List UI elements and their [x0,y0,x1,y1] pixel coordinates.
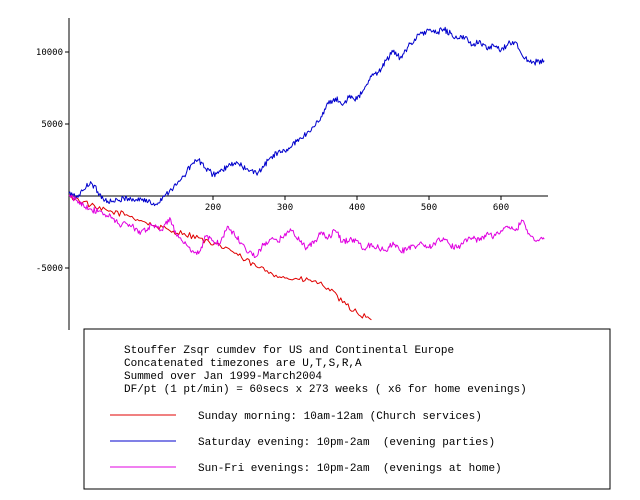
series-line-saturday-evening [68,26,545,207]
series-line-sunday-morning [68,194,372,321]
x-tick-label: 200 [205,203,221,213]
series-line-home-evenings [68,194,545,258]
legend-label-sunday-morning: Sunday morning: 10am-12am (Church servic… [198,411,482,423]
x-tick-label: 300 [277,203,293,213]
legend-header-line-2: Concatenated timezones are U,T,S,R,A [124,358,362,370]
x-tick-group: 200 300 400 500 600 [205,196,509,213]
legend-header-line-3: Summed over Jan 1999-March2004 [124,371,322,383]
x-tick-label: 600 [493,203,509,213]
legend-label-saturday-evening: Saturday evening: 10pm-2am (evening part… [198,437,495,449]
legend-header-line-4: DF/pt (1 pt/min) = 60secs x 273 weeks ( … [124,384,527,396]
y-tick-label: -5000 [36,264,63,274]
legend-header-line-1: Stouffer Zsqr cumdev for US and Continen… [124,345,454,357]
y-tick-label: 10000 [36,48,63,58]
series-layer [68,26,545,321]
legend: Stouffer Zsqr cumdev for US and Continen… [83,328,611,490]
x-tick-label: 400 [349,203,365,213]
y-tick-label: 5000 [41,120,63,130]
chart-axes: 200 300 400 500 600 10000 5000 -5000 [36,18,548,330]
legend-label-home-evenings: Sun-Fri evenings: 10pm-2am (evenings at … [198,463,502,475]
legend-frame [83,328,611,490]
x-tick-label: 500 [421,203,437,213]
y-tick-group: 10000 5000 -5000 [36,48,69,274]
